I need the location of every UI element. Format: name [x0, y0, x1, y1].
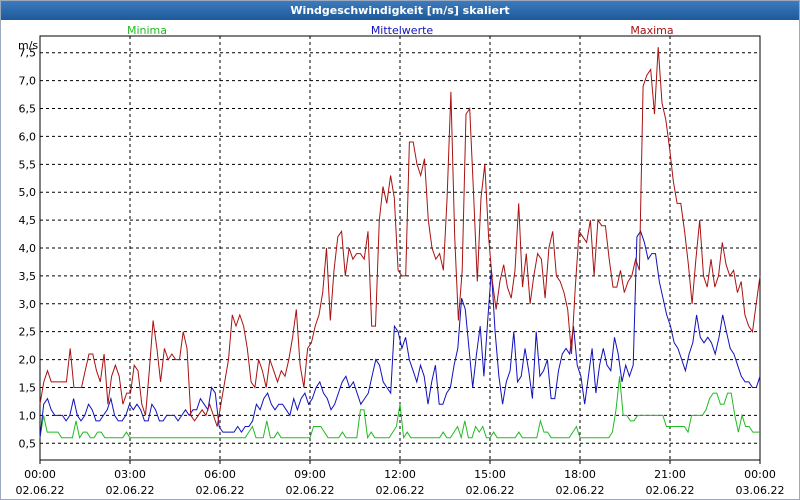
x-tick-time: 00:00: [744, 468, 776, 481]
x-tick-time: 15:00: [474, 468, 506, 481]
y-tick-label: 5,5: [19, 158, 37, 171]
y-tick-label: 3,5: [19, 270, 37, 283]
x-tick-date: 03.06.22: [736, 484, 785, 497]
x-tick-time: 12:00: [384, 468, 416, 481]
y-tick-label: 7,5: [19, 47, 37, 60]
y-tick-label: 2,0: [19, 354, 37, 367]
y-tick-label: 6,5: [19, 103, 37, 116]
x-tick-time: 18:00: [564, 468, 596, 481]
y-tick-label: 1,5: [19, 381, 37, 394]
x-tick-date: 02.06.22: [106, 484, 155, 497]
y-tick-label: 4,5: [19, 214, 37, 227]
y-tick-label: 5,0: [19, 186, 37, 199]
y-axis-label: m/s: [18, 39, 38, 52]
legend-mittelwerte: Mittelwerte: [371, 24, 434, 37]
chart-title: Windgeschwindigkeit [m/s] skaliert: [1, 1, 799, 20]
x-tick-time: 00:00: [24, 468, 56, 481]
x-tick-date: 02.06.22: [286, 484, 335, 497]
y-tick-label: 2,5: [19, 326, 37, 339]
x-tick-time: 09:00: [294, 468, 326, 481]
legend-minima: Minima: [127, 24, 167, 37]
x-tick-time: 06:00: [204, 468, 236, 481]
series-minima-line: [39, 376, 760, 440]
x-tick-date: 02.06.22: [376, 484, 425, 497]
x-tick-date: 02.06.22: [16, 484, 65, 497]
x-tick-date: 02.06.22: [646, 484, 695, 497]
x-axis-ticks: 00:00 02.06.22 03:00 02.06.22 06:00 02.06.22 0…: [16, 460, 785, 497]
y-axis-ticks: 0,5 1,0 1,5 2,0 2,5 3,0 3,5 4,0 4,5 5,0 5,5 6,0 6,5 7…: [19, 47, 37, 451]
y-tick-label: 0,5: [19, 437, 37, 450]
x-tick-date: 02.06.22: [196, 484, 245, 497]
series-lines: [39, 47, 761, 440]
legend-maxima: Maxima: [630, 24, 673, 37]
x-tick-time: 03:00: [114, 468, 146, 481]
x-tick-date: 02.06.22: [556, 484, 605, 497]
y-tick-label: 7,0: [19, 75, 37, 88]
x-tick-time: 21:00: [654, 468, 686, 481]
y-tick-label: 3,0: [19, 298, 37, 311]
x-tick-date: 02.06.22: [466, 484, 515, 497]
y-tick-label: 1,0: [19, 409, 37, 422]
y-tick-label: 4,0: [19, 242, 37, 255]
y-tick-label: 6,0: [19, 130, 37, 143]
series-maxima-line: [39, 47, 761, 427]
